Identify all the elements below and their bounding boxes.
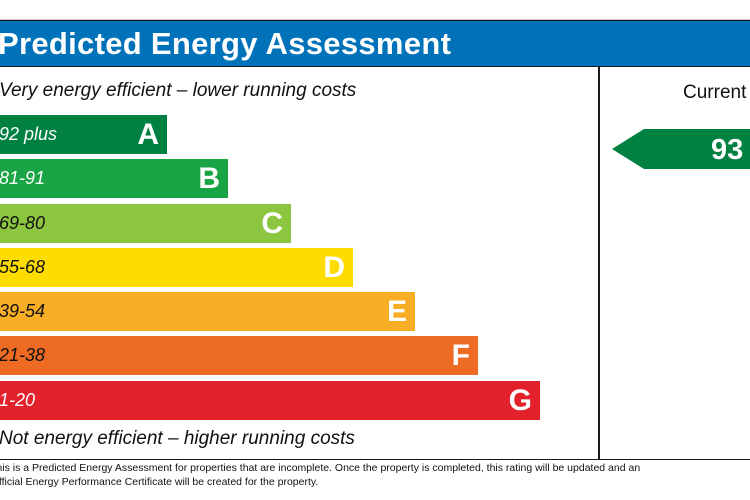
band-c: 69-80 C xyxy=(0,204,291,243)
footnote-line-1: This is a Predicted Energy Assessment fo… xyxy=(0,462,641,474)
rating-panel xyxy=(0,67,750,460)
header-bar: Predicted Energy Assessment xyxy=(0,20,750,67)
band-letter-e: E xyxy=(386,295,407,328)
inefficient-caption: Not energy efficient – higher running co… xyxy=(0,428,355,449)
top-rule xyxy=(0,19,750,20)
band-range-d: 55-68 xyxy=(0,257,46,277)
band-range-c: 69-80 xyxy=(0,213,46,233)
band-letter-f: F xyxy=(451,339,470,372)
band-range-a: 92 plus xyxy=(0,124,58,144)
band-range-g: 1-20 xyxy=(0,390,36,410)
page-title: Predicted Energy Assessment xyxy=(0,26,452,61)
current-rating-arrow-shape xyxy=(612,129,750,169)
panel-divider xyxy=(598,67,600,460)
efficient-caption: Very energy efficient – lower running co… xyxy=(0,80,357,101)
band-letter-b: B xyxy=(198,162,220,195)
band-b: 81-91 B xyxy=(0,159,228,198)
band-range-e: 39-54 xyxy=(0,301,46,321)
band-d: 55-68 D xyxy=(0,248,353,287)
band-letter-a: A xyxy=(137,118,159,151)
band-letter-c: C xyxy=(261,207,283,240)
band-range-f: 21-38 xyxy=(0,345,46,365)
band-letter-d: D xyxy=(323,251,345,284)
band-range-b: 81-91 xyxy=(0,168,46,188)
band-a: 92 plus A xyxy=(0,115,167,154)
current-column-label: Current xyxy=(683,82,747,103)
band-e: 39-54 E xyxy=(0,292,415,331)
current-rating-arrow xyxy=(612,129,750,169)
band-letter-g: G xyxy=(508,384,532,417)
band-g: 1-20 G xyxy=(0,381,540,420)
current-rating-value: 93 xyxy=(711,134,744,166)
footnote-line-2: official Energy Performance Certificate … xyxy=(0,476,319,488)
band-f: 21-38 F xyxy=(0,336,478,375)
